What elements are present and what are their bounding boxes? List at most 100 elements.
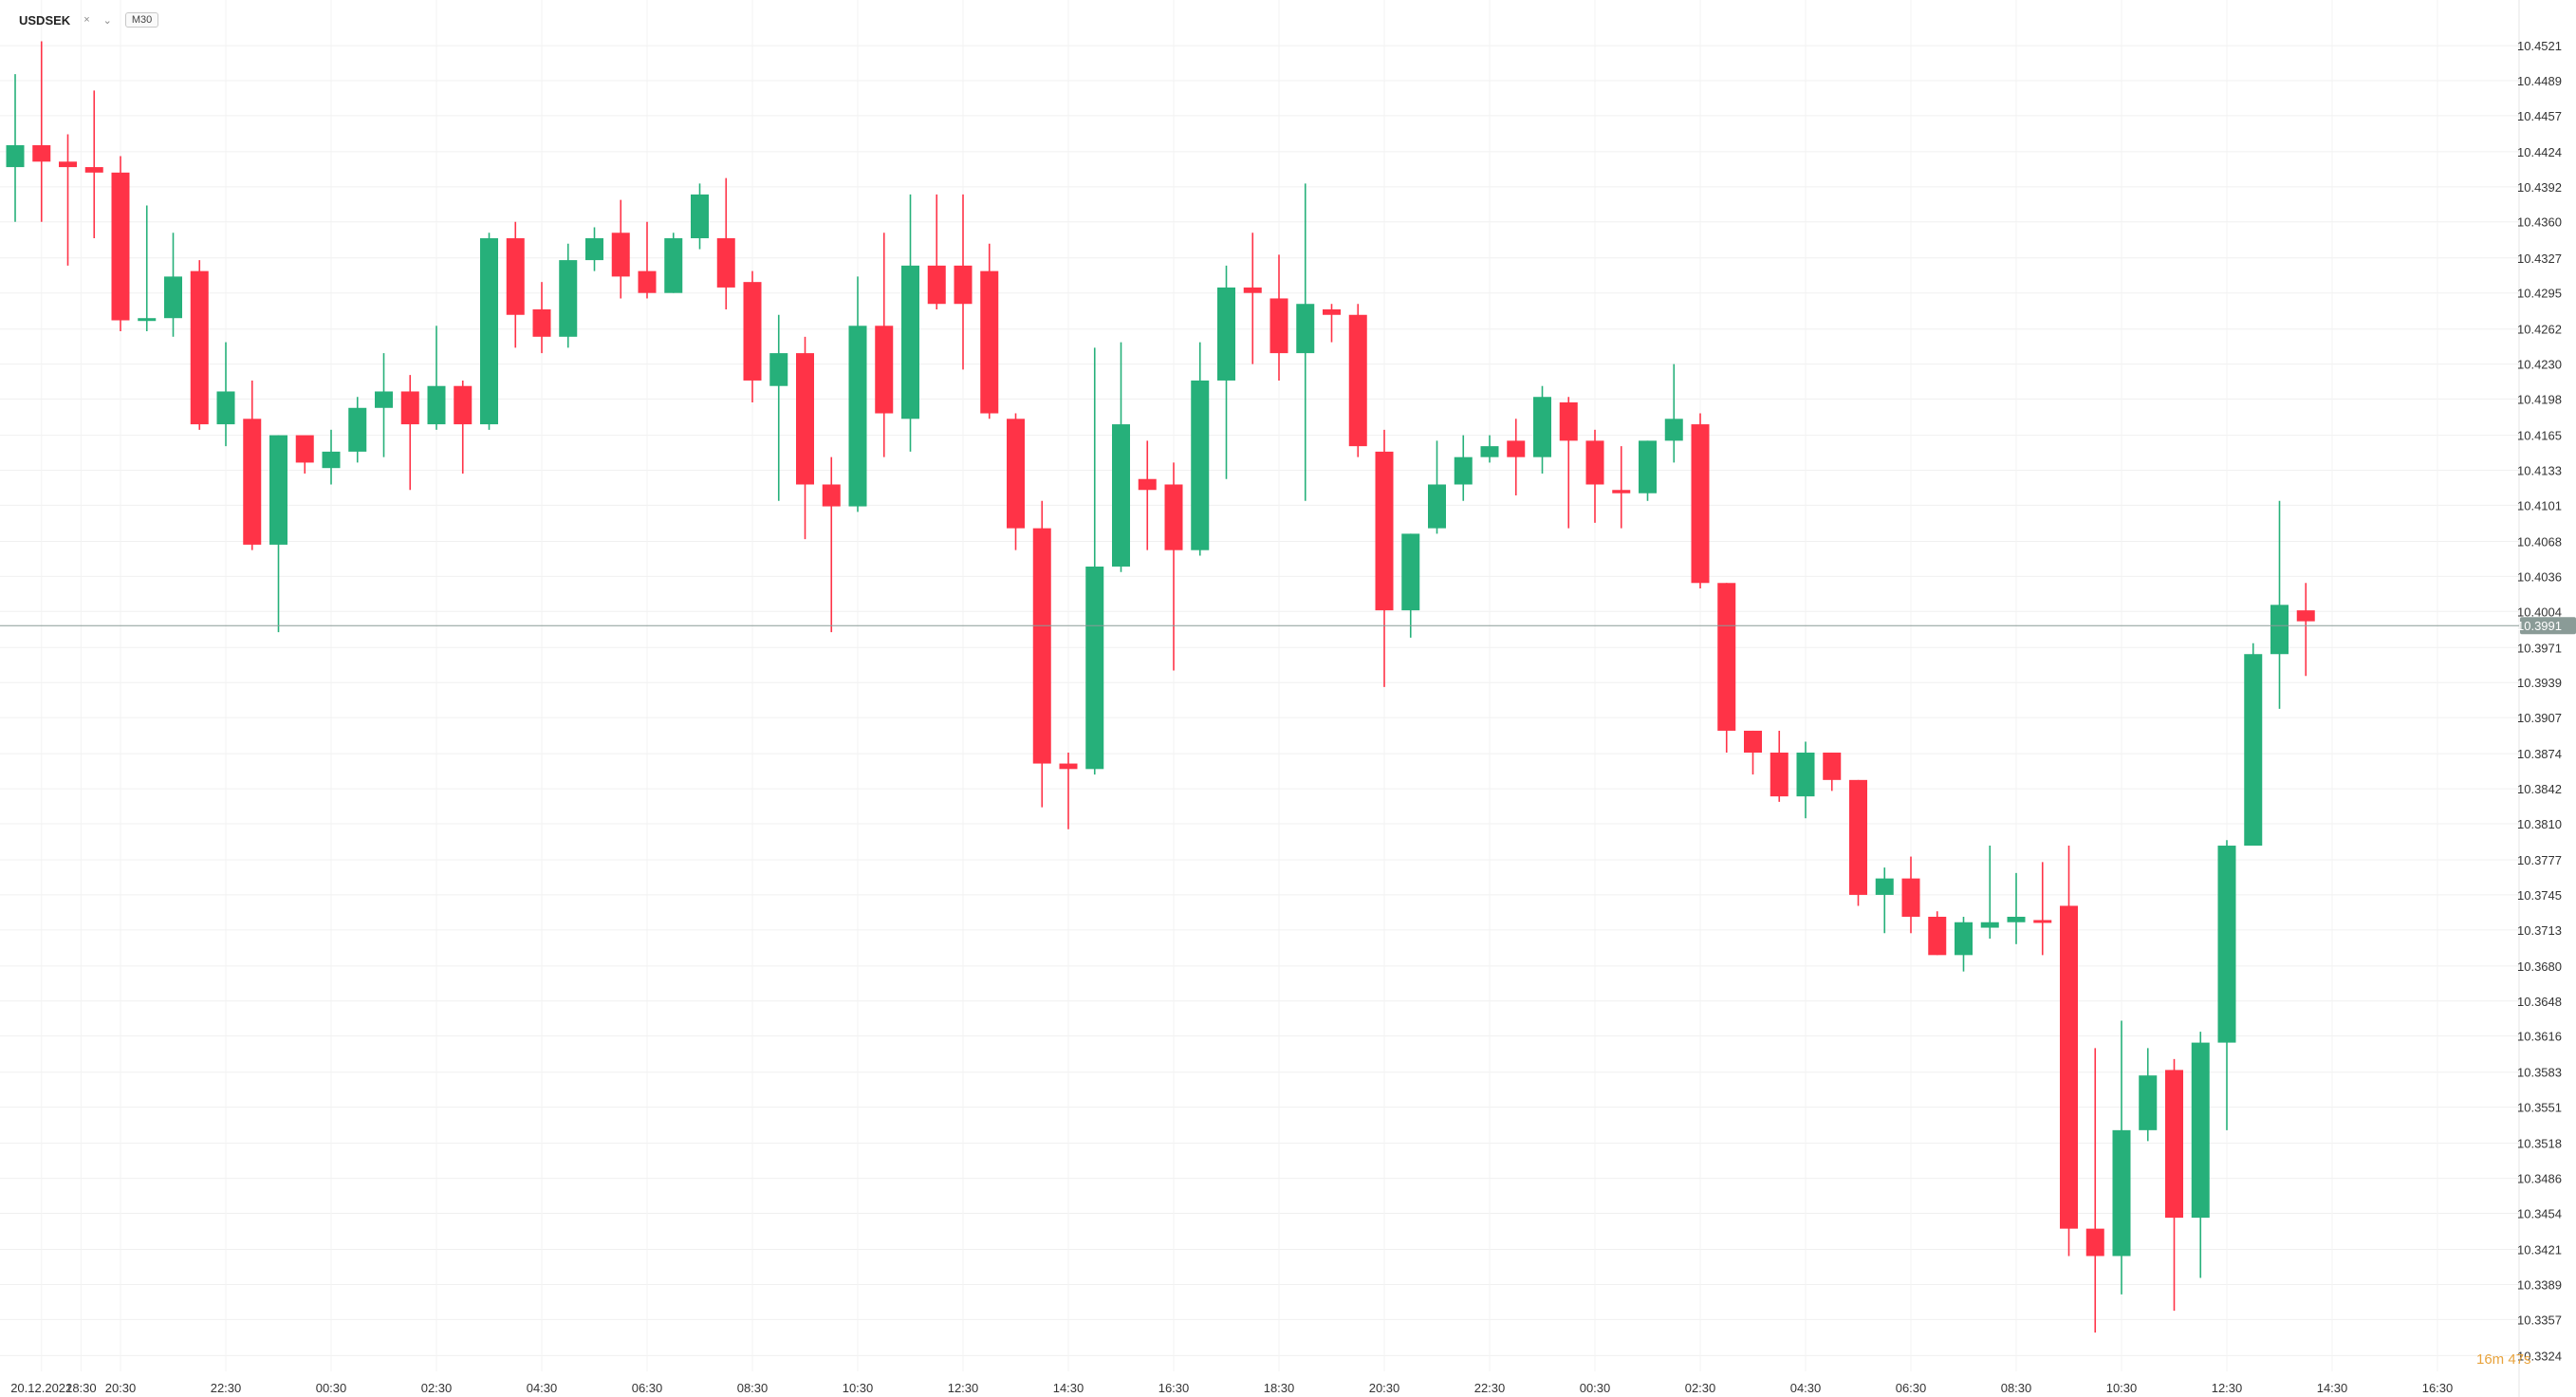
- candle[interactable]: [2296, 583, 2315, 677]
- candle-body: [796, 353, 814, 485]
- price-axis[interactable]: 10.4521 10.4489 10.4457 10.4424 10.4392 10.43…: [2517, 39, 2562, 1363]
- candle[interactable]: [901, 194, 919, 452]
- candle-body: [269, 435, 287, 545]
- chevron-down-icon[interactable]: ⌄: [102, 14, 112, 27]
- candle[interactable]: [980, 243, 999, 419]
- candle[interactable]: [1112, 342, 1130, 572]
- candle[interactable]: [1191, 342, 1210, 556]
- candle[interactable]: [1032, 500, 1051, 808]
- candle[interactable]: [1955, 916, 1973, 972]
- candle[interactable]: [1928, 911, 1947, 956]
- candle[interactable]: [1717, 583, 1736, 754]
- candle[interactable]: [1480, 435, 1499, 463]
- timeframe-selector[interactable]: M30: [124, 12, 159, 28]
- candle[interactable]: [769, 314, 788, 501]
- candle[interactable]: [1454, 435, 1473, 501]
- candle[interactable]: [375, 353, 393, 457]
- candle[interactable]: [1217, 265, 1235, 479]
- candle[interactable]: [2033, 862, 2052, 956]
- candle[interactable]: [1138, 440, 1157, 550]
- candle[interactable]: [1559, 397, 1578, 529]
- candle[interactable]: [1375, 429, 1394, 687]
- candle[interactable]: [506, 221, 525, 348]
- candle[interactable]: [322, 429, 341, 485]
- candle[interactable]: [348, 397, 367, 463]
- candle[interactable]: [269, 435, 287, 633]
- candle[interactable]: [454, 380, 473, 474]
- candle[interactable]: [796, 336, 814, 540]
- candle[interactable]: [1849, 779, 1867, 906]
- candle[interactable]: [1901, 856, 1920, 934]
- candle[interactable]: [1507, 419, 1526, 496]
- candle[interactable]: [480, 233, 498, 430]
- candle[interactable]: [84, 90, 103, 239]
- candle[interactable]: [1164, 462, 1183, 671]
- candle[interactable]: [111, 156, 130, 332]
- y-tick-label: 10.3421: [2517, 1243, 2562, 1257]
- candle[interactable]: [2191, 1032, 2210, 1278]
- candle[interactable]: [2085, 1048, 2104, 1333]
- candle[interactable]: [1612, 446, 1631, 529]
- candle[interactable]: [2165, 1058, 2183, 1312]
- candle[interactable]: [243, 380, 262, 550]
- candle[interactable]: [1796, 741, 1815, 819]
- candle[interactable]: [1007, 413, 1025, 550]
- candle[interactable]: [1875, 867, 1894, 934]
- candle[interactable]: [2139, 1048, 2158, 1142]
- symbol-label[interactable]: USDSEK: [19, 12, 71, 28]
- candle[interactable]: [848, 276, 867, 512]
- candle[interactable]: [2060, 846, 2078, 1257]
- candle[interactable]: [1980, 846, 1999, 940]
- candle[interactable]: [691, 183, 709, 250]
- candle[interactable]: [59, 134, 77, 266]
- candle[interactable]: [190, 260, 209, 430]
- candle[interactable]: [216, 342, 235, 447]
- candle[interactable]: [954, 194, 973, 370]
- candle[interactable]: [664, 233, 683, 293]
- x-tick-label: 02:30: [1685, 1381, 1716, 1395]
- candle[interactable]: [164, 233, 182, 337]
- candle[interactable]: [927, 194, 946, 309]
- candle[interactable]: [1323, 304, 1341, 343]
- candle[interactable]: [2112, 1020, 2131, 1295]
- candle[interactable]: [1269, 254, 1288, 381]
- candle[interactable]: [1639, 440, 1657, 501]
- candle[interactable]: [1585, 429, 1604, 523]
- candle[interactable]: [295, 435, 314, 474]
- candle[interactable]: [559, 243, 578, 348]
- candle[interactable]: [611, 199, 630, 299]
- candle[interactable]: [1401, 533, 1420, 638]
- candle[interactable]: [1744, 730, 1762, 775]
- candle[interactable]: [400, 375, 419, 491]
- candle[interactable]: [638, 221, 657, 299]
- candle[interactable]: [2270, 500, 2289, 709]
- candle[interactable]: [2244, 643, 2263, 847]
- candle[interactable]: [532, 282, 551, 354]
- candle[interactable]: [6, 74, 25, 222]
- candle[interactable]: [32, 41, 51, 222]
- candle[interactable]: [1770, 730, 1788, 802]
- candle[interactable]: [1085, 347, 1104, 775]
- candle[interactable]: [716, 177, 735, 309]
- candle[interactable]: [822, 456, 841, 633]
- candle[interactable]: [1664, 363, 1683, 463]
- candle[interactable]: [1059, 753, 1078, 829]
- candle[interactable]: [1533, 385, 1551, 474]
- candle[interactable]: [1428, 440, 1446, 534]
- candle[interactable]: [138, 205, 157, 332]
- candle[interactable]: [1691, 413, 1710, 589]
- candle[interactable]: [585, 227, 603, 271]
- candle[interactable]: [1823, 753, 1842, 792]
- candle[interactable]: [1243, 233, 1262, 364]
- candle[interactable]: [2217, 840, 2236, 1130]
- close-icon[interactable]: ×: [83, 14, 90, 26]
- candle[interactable]: [1348, 304, 1367, 457]
- candle[interactable]: [2007, 872, 2026, 944]
- candle[interactable]: [743, 270, 762, 403]
- candle[interactable]: [1296, 183, 1315, 501]
- candle[interactable]: [875, 233, 894, 457]
- candle[interactable]: [427, 326, 446, 430]
- x-tick-label: 02:30: [421, 1381, 453, 1395]
